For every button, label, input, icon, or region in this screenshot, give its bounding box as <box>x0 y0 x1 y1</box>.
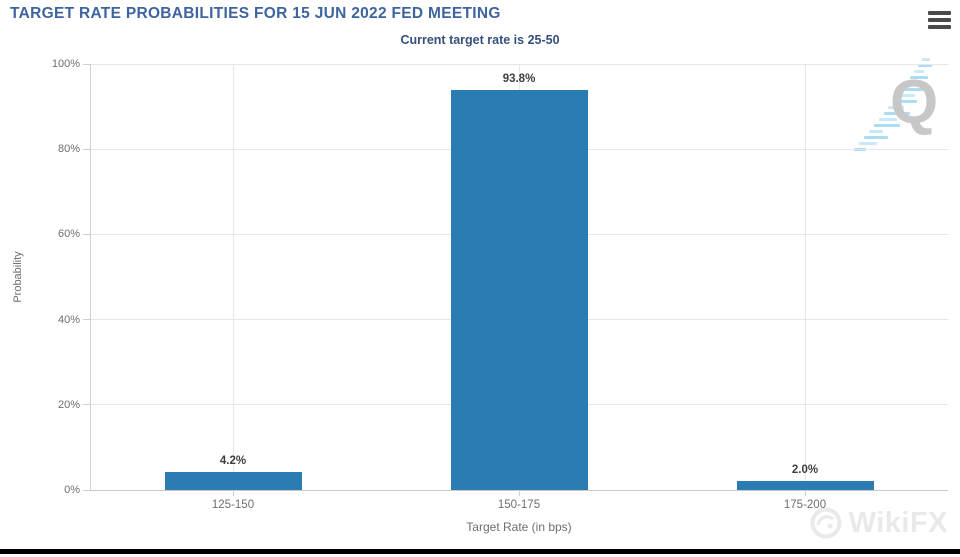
menu-bar <box>928 18 951 22</box>
bar[interactable] <box>164 472 302 490</box>
bar[interactable] <box>450 90 588 490</box>
x-axis-tick <box>804 490 806 496</box>
y-axis-tick <box>83 233 90 235</box>
x-tick-label: 150-175 <box>497 499 541 511</box>
y-tick-label: 20% <box>57 398 80 411</box>
y-tick-label: 60% <box>57 228 80 241</box>
v-gridline <box>804 64 806 490</box>
title-bar: TARGET RATE PROBABILITIES FOR 15 JUN 202… <box>0 0 960 30</box>
y-axis-title: Probability <box>12 251 24 303</box>
y-axis-tick <box>83 63 90 65</box>
hamburger-menu-icon[interactable] <box>928 11 951 29</box>
wikifx-logo-icon <box>810 507 842 539</box>
y-tick-label: 100% <box>51 58 80 70</box>
bar-value-label: 93.8% <box>502 73 536 86</box>
wikifx-watermark: WikiFX <box>808 505 948 541</box>
y-axis-tick <box>83 404 90 406</box>
menu-bar <box>928 25 951 29</box>
menu-bar <box>928 11 951 15</box>
q-letter-icon: Q <box>890 68 939 137</box>
y-axis-tick <box>83 148 90 150</box>
x-axis-tick <box>518 490 520 496</box>
quandl-dashes-icon <box>854 58 932 151</box>
quandl-watermark: Q <box>850 56 952 156</box>
y-tick-label: 80% <box>57 143 80 156</box>
chart-subtitle: Current target rate is 25-50 <box>400 33 560 47</box>
bottom-bar <box>0 549 960 554</box>
y-tick-label: 0% <box>64 484 80 496</box>
x-tick-label: 175-200 <box>783 499 827 511</box>
bar-value-label: 4.2% <box>219 455 247 468</box>
bar-chart: Probability Target Rate (in bps) <box>12 56 952 541</box>
y-axis-line <box>89 64 91 490</box>
wikifx-text: WikiFX <box>848 506 948 539</box>
y-tick-label: 40% <box>57 313 80 326</box>
bar-value-label: 2.0% <box>791 464 819 477</box>
x-axis-tick <box>232 490 234 496</box>
y-axis-tick <box>83 489 90 491</box>
y-axis-tick <box>83 319 90 321</box>
x-axis-title: Target Rate (in bps) <box>466 520 572 534</box>
v-gridline <box>232 64 234 490</box>
x-tick-label: 125-150 <box>211 499 255 511</box>
bar[interactable] <box>736 481 874 490</box>
page-title: TARGET RATE PROBABILITIES FOR 15 JUN 202… <box>10 5 501 22</box>
